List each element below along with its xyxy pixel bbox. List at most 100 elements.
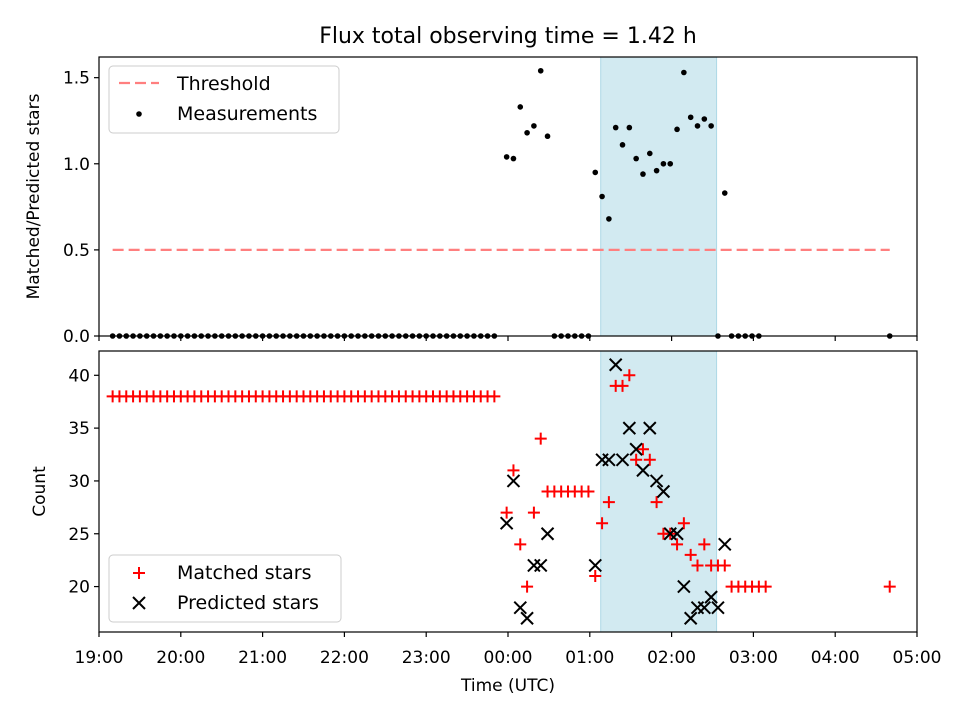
measurement-point [633, 155, 639, 162]
predicted-star-point [534, 558, 548, 573]
measurement-point [537, 67, 544, 74]
top-y-axis-label: Matched/Predicted stars [24, 93, 44, 299]
measurement-point [503, 154, 510, 160]
bottom-y-tick-label: 20 [68, 578, 90, 598]
matched-star-point [534, 432, 547, 445]
measurement-point [599, 193, 605, 200]
legend-matched-label: Matched stars [177, 562, 311, 584]
bottom-x-tick-label: 19:00 [75, 648, 124, 668]
matched-star-point [677, 517, 690, 530]
predicted-star-point [643, 421, 657, 435]
predicted-star-point [602, 453, 616, 467]
bottom-y-ticks: 20 25 30 35 40 [68, 366, 99, 598]
bottom-x-tick-label: 04:00 [811, 648, 860, 668]
matched-star-point [759, 580, 772, 593]
predicted-stars-points [499, 358, 732, 625]
measurement-point [606, 216, 612, 222]
legend-threshold-label: Threshold [176, 73, 271, 95]
bottom-x-tick-label: 20:00 [156, 648, 205, 668]
top-y-tick-label: 0.5 [63, 241, 90, 261]
bottom-axes-frame [98, 350, 918, 633]
matched-star-point [623, 369, 636, 382]
top-title: Flux total observing time = 1.42 h [319, 24, 697, 49]
matched-star-point [521, 580, 534, 593]
measurement-point [646, 150, 653, 157]
bottom-legend: Matched stars Predicted stars [108, 554, 342, 623]
predicted-star-point [588, 558, 602, 573]
measurement-point [694, 123, 701, 129]
matched-star-point [596, 517, 609, 530]
matched-star-point [718, 559, 731, 572]
bottom-y-tick-label: 40 [68, 366, 90, 386]
bottom-y-tick-label: 25 [68, 525, 90, 545]
bottom-y-tick-label: 30 [68, 472, 90, 492]
predicted-star-point [520, 611, 534, 625]
measurement-point [612, 124, 619, 131]
legend-measurements-swatch [136, 111, 142, 117]
bottom-x-ticks: 19:00 20:00 21:00 22:00 23:00 00:00 01:00 02:00… [75, 632, 942, 668]
measurement-point [674, 126, 680, 133]
top-y-tick-label: 1.5 [63, 69, 90, 89]
predicted-star-point [506, 474, 521, 488]
top-y-tick-label: 1.0 [63, 155, 90, 175]
predicted-star-point [629, 442, 643, 456]
top-y-ticks: 0.0 0.5 1.0 1.5 [63, 69, 99, 347]
measurement-point [626, 124, 633, 131]
matched-star-point [500, 506, 513, 519]
top-legend: Threshold Measurements [108, 65, 340, 134]
measurement-point [721, 190, 728, 196]
matched-star-point [684, 548, 697, 561]
matched-star-point [883, 580, 896, 593]
legend-predicted-swatch [132, 596, 146, 610]
measurement-point [681, 69, 687, 76]
bottom-x-tick-label: 00:00 [484, 648, 533, 668]
measurement-point [667, 160, 674, 167]
matched-star-point [650, 496, 663, 509]
legend-predicted-label: Predicted stars [177, 592, 319, 614]
bottom-x-tick-label: 01:00 [565, 648, 614, 668]
matched-star-point [643, 453, 656, 466]
predicted-star-point [649, 474, 664, 488]
matched-star-point [582, 485, 595, 498]
bottom-x-tick-label: 02:00 [647, 648, 696, 668]
predicted-star-point [711, 600, 725, 615]
top-axes-frame [98, 56, 918, 337]
measurement-point [701, 116, 708, 122]
matched-star-point [507, 464, 520, 477]
predicted-star-point [697, 600, 712, 615]
predicted-star-point [608, 358, 623, 372]
matched-star-point [616, 379, 629, 392]
measurement-point [517, 104, 524, 110]
measurement-point [544, 133, 551, 140]
matched-star-point [488, 390, 501, 403]
predicted-star-point [677, 579, 691, 594]
matched-stars-points [106, 369, 896, 593]
matched-star-point [589, 570, 602, 583]
predicted-star-point [636, 463, 650, 478]
matched-star-point [630, 453, 643, 466]
predicted-star-point [499, 516, 514, 530]
predicted-star-point [513, 600, 527, 615]
bottom-panel: 20 25 30 35 40 19:00 20:00 21:00 22:00 23:00 00:0… [30, 350, 942, 696]
legend-matched-swatch [133, 567, 145, 579]
bottom-x-tick-label: 03:00 [729, 648, 778, 668]
predicted-star-point [704, 590, 718, 604]
bottom-x-tick-label: 22:00 [320, 648, 369, 668]
top-shaded-span [600, 56, 718, 337]
predicted-star-point [622, 421, 637, 435]
measurement-point [619, 142, 626, 148]
measurement-point [531, 123, 537, 129]
top-panel: Flux total observing time = 1.42 h 0.00.… [24, 24, 918, 347]
measurement-point [653, 167, 660, 174]
measurement-point [687, 114, 694, 121]
top-legend-box [108, 65, 340, 134]
bottom-shaded-span [600, 350, 718, 633]
top-y-tick-label: 0.0 [63, 327, 90, 347]
predicted-star-point [718, 537, 732, 552]
bottom-y-axis-label: Count [30, 466, 50, 517]
bottom-legend-box [108, 554, 342, 623]
bottom-y-tick-label: 35 [68, 419, 90, 439]
matched-star-point [691, 559, 704, 572]
bottom-x-tick-label: 21:00 [238, 648, 287, 668]
